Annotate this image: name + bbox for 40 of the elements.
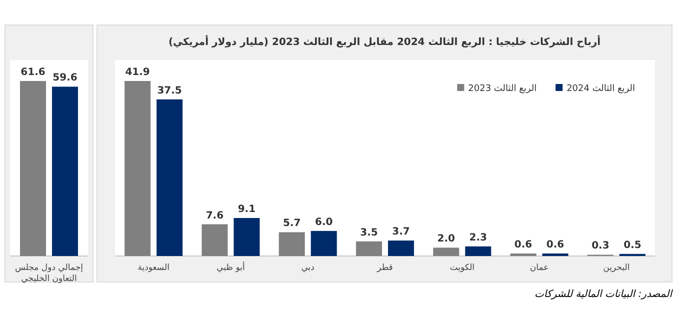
x-tick-label: أبو ظبي xyxy=(216,261,245,273)
bar xyxy=(465,246,492,256)
bar xyxy=(433,248,460,256)
data-label: 2.3 xyxy=(469,232,488,244)
data-label: 3.7 xyxy=(392,226,410,238)
legend-label: الربع الثالث 2023 xyxy=(468,84,537,94)
data-label: 0.3 xyxy=(592,240,610,252)
data-label: 2.0 xyxy=(437,234,456,245)
data-label: 7.6 xyxy=(206,210,224,222)
x-tick-label: إجمالي دول مجلس التعاون الخليجي xyxy=(15,263,83,284)
bar xyxy=(202,224,228,256)
bar xyxy=(310,230,337,256)
data-label: 61.6 xyxy=(20,67,46,78)
data-label: 5.7 xyxy=(283,218,301,230)
bar xyxy=(542,253,568,256)
x-tick-label: دبي xyxy=(301,263,315,273)
x-tick-label: السعودية xyxy=(138,263,170,273)
chart-title: أرباح الشركات خليجيا : الربع الثالث 2024 مقابل الربع الثالث 2023 (مليار دولار أمريكي) xyxy=(168,35,601,48)
data-label: 3.5 xyxy=(360,227,378,238)
bar xyxy=(124,81,151,256)
bar xyxy=(388,240,414,256)
x-tick-label: الكويت xyxy=(450,263,475,273)
bar xyxy=(356,241,382,256)
x-tick-label: عمان xyxy=(530,263,549,273)
data-label: 59.6 xyxy=(52,72,78,84)
data-label: 37.5 xyxy=(157,85,182,96)
data-label: 41.9 xyxy=(125,67,150,78)
data-label: 9.1 xyxy=(238,204,256,215)
bar xyxy=(156,99,183,256)
data-label: 0.6 xyxy=(546,239,564,250)
x-tick-label: البحرين xyxy=(603,263,630,273)
bar xyxy=(510,253,536,256)
data-label: 6.0 xyxy=(315,216,333,228)
x-tick-label: قطر xyxy=(376,263,393,273)
text: المصدر: البيانات المالية للشركات xyxy=(534,289,674,300)
data-label: 0.5 xyxy=(624,240,642,251)
bar xyxy=(234,218,260,256)
legend-label: الربع الثالث 2024 xyxy=(566,84,635,94)
bar xyxy=(278,232,305,256)
data-label: 0.6 xyxy=(514,239,532,250)
